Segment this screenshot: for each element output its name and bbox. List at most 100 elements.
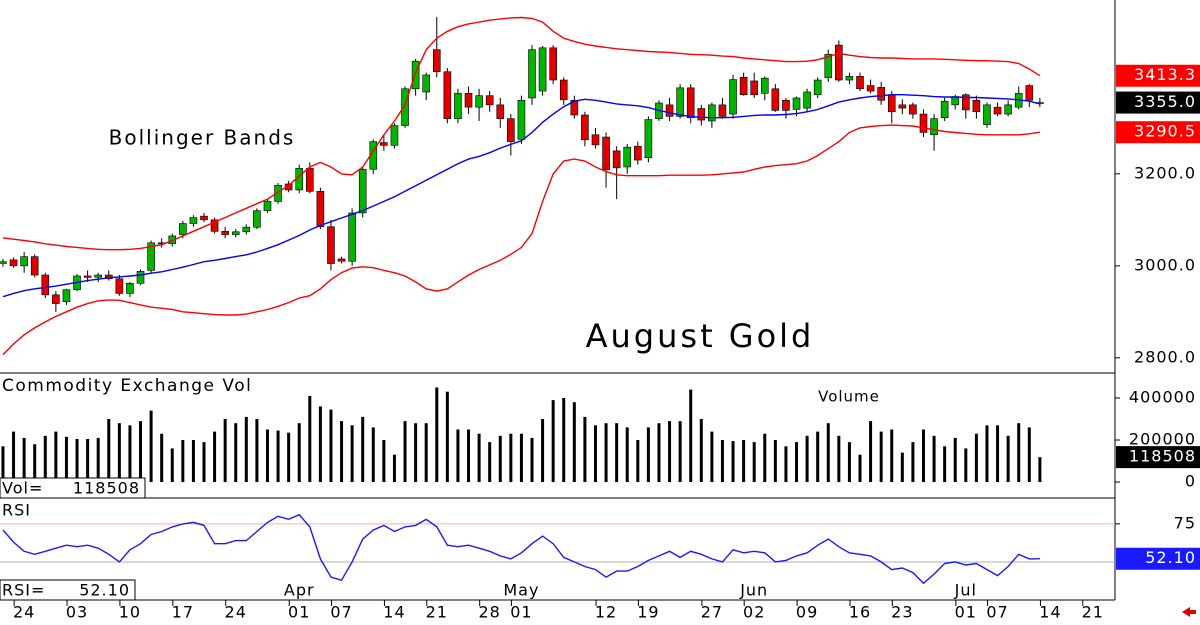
volume-bar [509, 433, 513, 483]
volume-bar [668, 421, 672, 483]
candle-body [1004, 104, 1012, 115]
volume-bar [117, 423, 121, 483]
last-value-box [1116, 547, 1200, 570]
candle-body [454, 93, 462, 119]
volume-bar [139, 421, 143, 483]
volume-bar [276, 430, 280, 483]
x-tick-label: 14 [383, 603, 405, 622]
volume-bar [1006, 435, 1010, 483]
candle-body [41, 274, 50, 296]
x-tick-label: 28 [478, 603, 500, 622]
last-value-label: 3290.5 [1134, 122, 1196, 141]
volume-bar [837, 435, 841, 483]
volume-bar [424, 423, 428, 483]
volume-bar [1027, 427, 1031, 483]
volume-bar [1038, 457, 1042, 483]
panel-title: Commodity Exchange Vol [2, 376, 252, 396]
candle-body [835, 44, 843, 81]
volume-bar [583, 416, 587, 483]
volume-bar [943, 446, 947, 483]
x-tick-label: 01 [288, 603, 310, 622]
scroll-arrow[interactable] [1182, 607, 1196, 617]
volume-bar [879, 431, 883, 483]
x-tick-label: 23 [891, 603, 913, 622]
candle-body [602, 136, 610, 171]
month-label: Jul [954, 581, 977, 600]
candle-body [718, 104, 727, 117]
candle-body [231, 231, 240, 235]
candle-body [940, 100, 949, 119]
candle-body [930, 118, 938, 136]
candle-body [644, 119, 653, 159]
volume-bar [96, 437, 100, 483]
candle-body [898, 104, 907, 109]
panel-title: RSI [2, 501, 31, 520]
volume-bar [1017, 423, 1021, 483]
candle-body [792, 97, 801, 110]
candle-body [845, 76, 854, 81]
candle-body [401, 88, 409, 126]
candle-body [390, 125, 399, 146]
volume-bar [403, 421, 407, 483]
volume-bar [604, 423, 608, 483]
x-tick-label: 19 [637, 603, 659, 622]
volume-bar [191, 440, 195, 483]
candle-body [464, 93, 473, 108]
volume-bar [773, 440, 777, 483]
volume-bar [467, 429, 471, 483]
candle-body [581, 114, 589, 141]
volume-bar [149, 410, 153, 483]
readout-value: 52.10 [79, 581, 130, 600]
volume-bar [572, 402, 576, 483]
candle-body [358, 168, 367, 214]
candle-body [517, 99, 526, 140]
volume-bar [392, 454, 396, 483]
candle-body [30, 256, 39, 276]
candle-body [179, 223, 187, 235]
volume-bar [731, 441, 735, 483]
volume-bar [816, 431, 820, 483]
candle-body [538, 47, 547, 92]
volume-bar [699, 419, 703, 483]
annotation: Bollinger Bands [109, 126, 296, 150]
candle-body [962, 94, 970, 111]
candle-body [877, 87, 885, 101]
volume-bar [340, 421, 344, 483]
candle-body [760, 77, 769, 94]
volume-bar [170, 448, 174, 483]
volume-bar [445, 391, 449, 483]
volume-bar [64, 436, 68, 483]
last-value-box [1116, 91, 1200, 114]
volume-bar [456, 429, 460, 483]
volume-bar [932, 435, 936, 483]
y-tick-label: 2800.0 [1134, 347, 1196, 366]
candle-body [983, 104, 991, 125]
volume-bar [974, 433, 978, 483]
candle-body [496, 104, 505, 119]
x-tick-label: 09 [796, 603, 818, 622]
chart-title: August Gold [586, 317, 815, 355]
volume-bar [625, 427, 629, 483]
candle-body [686, 87, 695, 119]
volume-bar [297, 423, 301, 483]
volume-bar [43, 435, 47, 483]
x-tick-label: 14 [1039, 603, 1061, 622]
readout-label: RSI= [2, 581, 45, 600]
volume-bar [996, 425, 1000, 483]
volume-bar [953, 437, 957, 483]
x-tick-label: 24 [13, 603, 35, 622]
volume-bar [244, 416, 248, 483]
volume-bar [488, 442, 492, 483]
volume-bar [1, 446, 5, 483]
candle-body [147, 242, 155, 271]
volume-bar [75, 438, 79, 483]
readout-box [0, 477, 146, 499]
candle-body [62, 289, 71, 303]
candle-body [189, 217, 198, 224]
x-tick-label: 27 [701, 603, 723, 622]
x-tick-label: 12 [595, 603, 617, 622]
volume-bar [181, 440, 185, 483]
y-tick-label: 0 [1185, 472, 1196, 491]
volume-bar [223, 419, 227, 483]
volume-bar [107, 419, 111, 483]
